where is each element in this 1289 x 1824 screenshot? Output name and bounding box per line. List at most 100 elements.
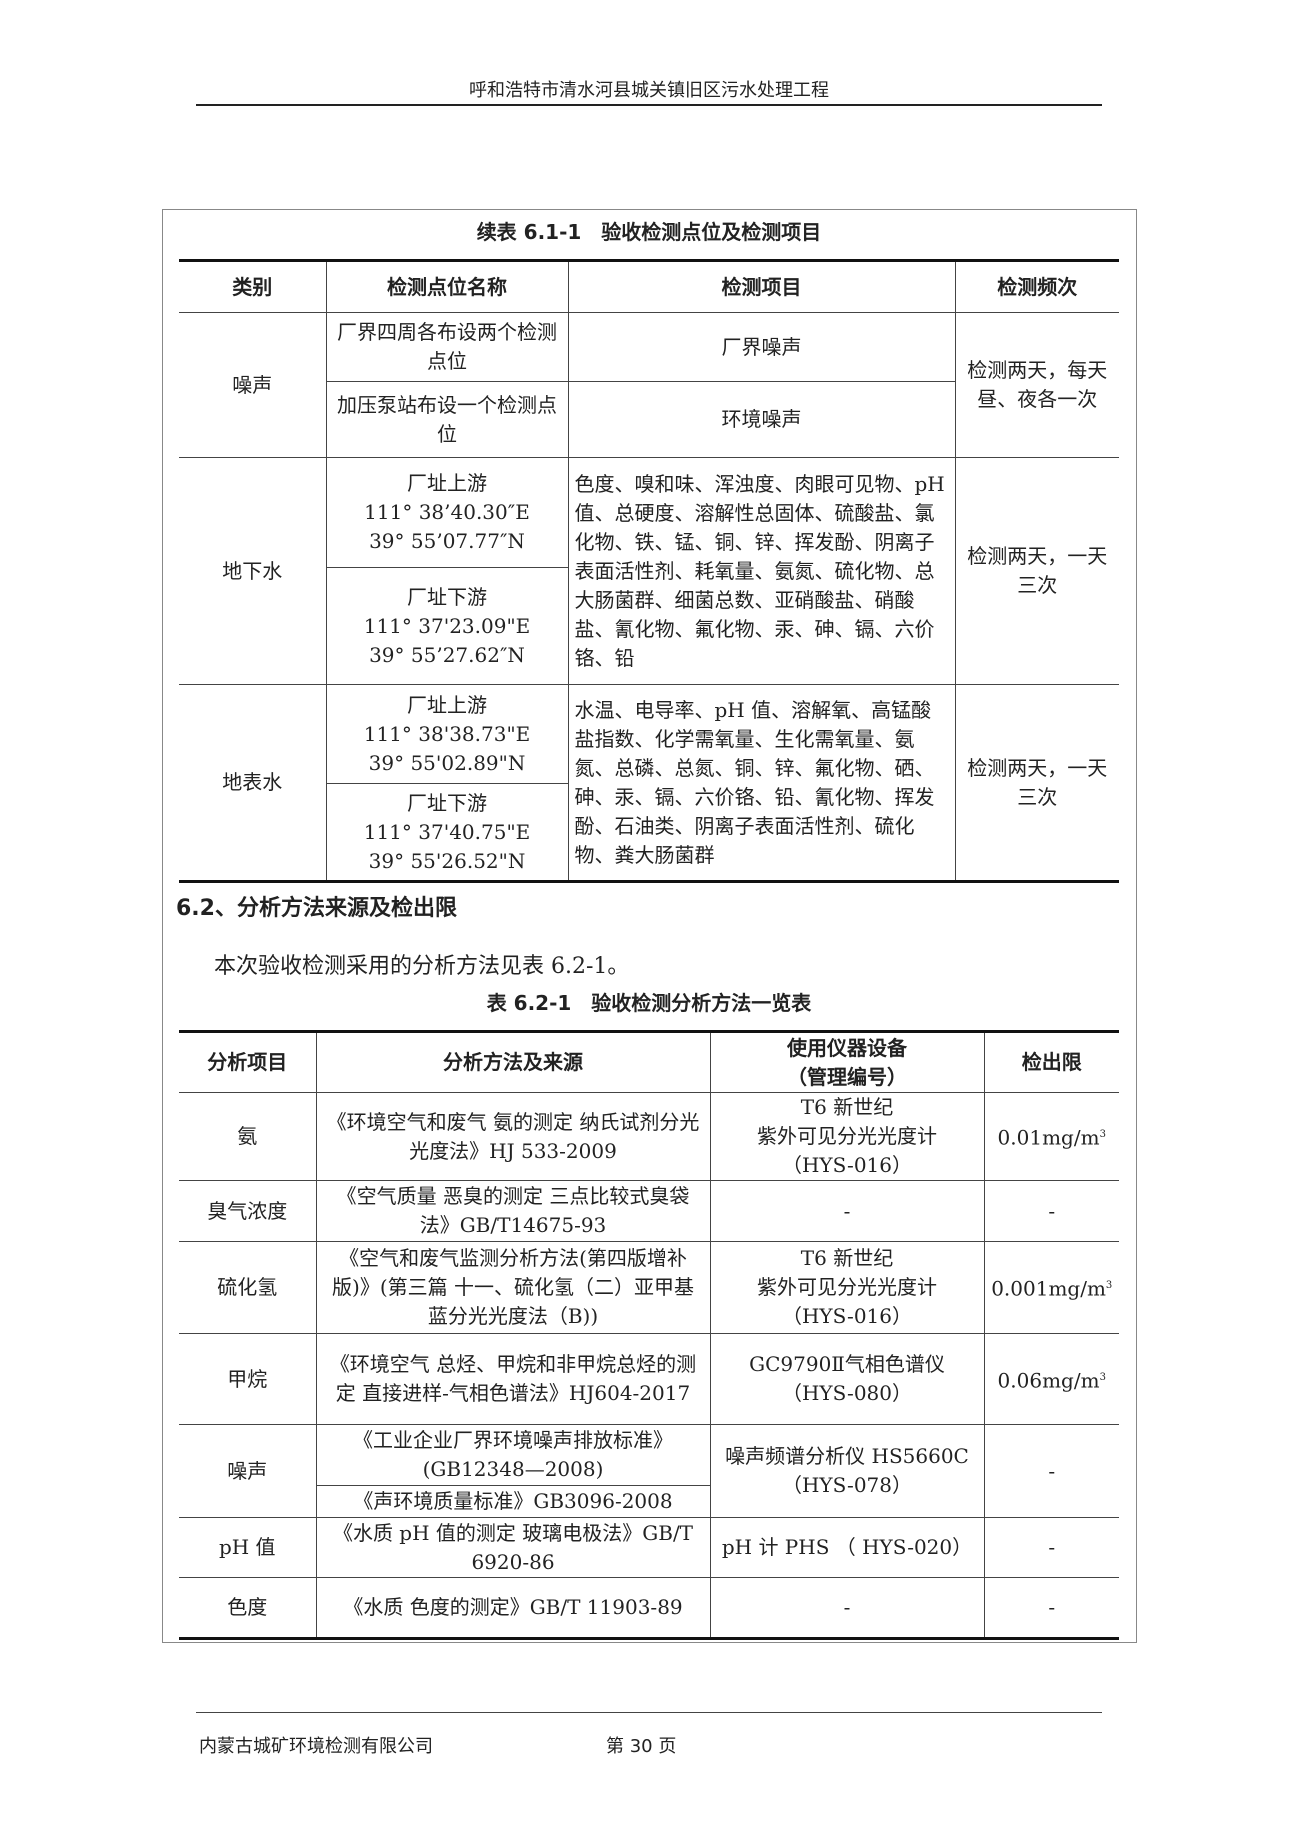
method-cell: 《水质 色度的测定》GB/T 11903-89	[315, 1577, 711, 1639]
table-row: 厂址下游 111° 37'40.75"E 39° 55'26.52"N	[179, 783, 1119, 882]
category-cell: 地下水	[179, 457, 327, 685]
table-row: pH 值 《水质 pH 值的测定 玻璃电极法》GB/T 6920-86 pH 计…	[179, 1517, 1119, 1578]
table-row: 硫化氢 《空气和废气监测分析方法(第四版增补版)》(第三篇 十一、硫化氢（二）亚…	[179, 1241, 1119, 1334]
point-cell: 厂址下游 111° 37'23.09"E 39° 55’27.62″N	[326, 567, 568, 685]
table-row: 《声环境质量标准》GB3096-2008	[179, 1485, 1119, 1518]
limit-unit-sup: 3	[1099, 1129, 1106, 1141]
page-number: 第 30 页	[606, 1736, 677, 1757]
limit-cell: 0.001mg/m3	[983, 1241, 1119, 1334]
method-cell: 《环境空气和废气 氨的测定 纳氏试剂分光光度法》HJ 533-2009	[315, 1092, 711, 1181]
table-row: 氨 《环境空气和废气 氨的测定 纳氏试剂分光光度法》HJ 533-2009 T6…	[179, 1092, 1119, 1181]
instrument-cell: T6 新世纪紫外可见分光光度计 （HYS-016）	[709, 1092, 985, 1181]
point-lat: 39° 55'02.89"N	[368, 750, 526, 775]
point-cell: 厂址上游 111° 38'38.73"E 39° 55'02.89"N	[325, 684, 569, 784]
limit-cell: 0.06mg/m3	[983, 1333, 1119, 1425]
instrument-line: （HYS-078）	[781, 1473, 912, 1497]
instrument-line: 紫外可见分光光度计	[757, 1275, 937, 1299]
point-name: 厂址下游	[407, 790, 487, 815]
col-header: 检出限	[983, 1031, 1119, 1093]
point-lat: 39° 55’07.77″N	[369, 529, 525, 553]
instrument-line: 紫外可见分光光度计	[757, 1124, 937, 1148]
col-header-line: 使用仪器设备	[787, 1035, 907, 1060]
item-cell: 甲烷	[179, 1333, 317, 1425]
item-cell: 厂界噪声	[567, 312, 956, 382]
item-cell: 噪声	[179, 1424, 317, 1518]
method-cell: 《空气质量 恶臭的测定 三点比较式臭袋法》GB/T14675-93	[315, 1180, 711, 1242]
table-row: 甲烷 《环境空气 总烃、甲烷和非甲烷总烃的测定 直接进样-气相色谱法》HJ604…	[179, 1333, 1119, 1425]
point-cell: 厂址上游 111° 38’40.30″E 39° 55’07.77″N	[325, 457, 569, 568]
table-row: 噪声 厂界四周各布设两个检测点位 厂界噪声 检测两天，每天昼、夜各一次	[179, 312, 1119, 458]
col-header: 分析项目	[179, 1031, 317, 1093]
limit-unit-sup: 3	[1105, 1280, 1113, 1292]
method-cell: 《环境空气 总烃、甲烷和非甲烷总烃的测定 直接进样-气相色谱法》HJ604-20…	[315, 1333, 711, 1425]
point-lon: 111° 37'40.75"E	[363, 819, 531, 844]
page-header: 呼和浩特市清水河县城关镇旧区污水处理工程	[469, 80, 829, 101]
item-cell: 环境噪声	[567, 381, 955, 458]
instrument-line: （HYS-016）	[781, 1153, 912, 1177]
content-frame	[162, 209, 1137, 1643]
instrument-line: （HYS-080）	[781, 1381, 912, 1405]
instrument-line: GC9790Ⅱ气相色谱仪	[749, 1352, 945, 1376]
item-cell: 水温、电导率、pH 值、溶解氧、高锰酸盐指数、化学需氧量、生化需氧量、氨氮、总磷…	[567, 684, 956, 882]
col-header: 检测点位名称	[325, 260, 569, 313]
limit-unit-sup: 3	[1099, 1371, 1106, 1383]
table-header-row: 分析项目 分析方法及来源 使用仪器设备 （管理编号） 检出限	[179, 1031, 1119, 1093]
category-cell: 噪声	[179, 312, 327, 458]
item-cell: 硫化氢	[179, 1241, 317, 1334]
point-cell: 厂址下游 111° 37'40.75"E 39° 55'26.52"N	[326, 783, 568, 882]
point-lon: 111° 37'23.09"E	[363, 613, 531, 638]
table1-caption: 续表 6.1-1 验收检测点位及检测项目	[476, 220, 822, 244]
table-row: 地下水 厂址上游 111° 38’40.30″E 39° 55’07.77″N 色度…	[179, 457, 1119, 685]
instrument-cell: -	[709, 1577, 985, 1639]
table-row: 地表水 厂址上游 111° 38'38.73"E 39° 55'02.89"N 水温…	[179, 684, 1119, 882]
method-cell: 《声环境质量标准》GB3096-2008	[316, 1485, 710, 1518]
point-cell: 加压泵站布设一个检测点位	[326, 381, 569, 458]
section-heading: 6.2、分析方法来源及检出限	[176, 896, 457, 921]
footer-company: 内蒙古城矿环境检测有限公司	[199, 1736, 433, 1757]
monitoring-points-table: 类别 检测点位名称 检测项目 检测频次 噪声 厂界四周各布设两个检测点位 厂界噪…	[179, 259, 1119, 883]
point-lon: 111° 38'38.73"E	[363, 721, 531, 746]
table-row: 色度 《水质 色度的测定》GB/T 11903-89 - -	[179, 1577, 1119, 1639]
frequency-cell: 检测两天，一天三次	[954, 457, 1119, 685]
limit-cell: 0.01mg/m3	[983, 1092, 1119, 1181]
frequency-cell: 检测两天，一天三次	[954, 684, 1119, 882]
col-header: 检测频次	[954, 260, 1119, 313]
item-cell: pH 值	[179, 1517, 317, 1578]
point-name: 厂址下游	[407, 584, 487, 609]
analysis-methods-table: 分析项目 分析方法及来源 使用仪器设备 （管理编号） 检出限 氨 《环境空气和废气…	[179, 1030, 1119, 1640]
item-cell: 氨	[179, 1092, 317, 1181]
instrument-line: T6 新世纪	[800, 1095, 894, 1119]
col-header: 检测项目	[567, 260, 956, 313]
col-header: 使用仪器设备 （管理编号）	[709, 1031, 985, 1093]
limit-cell: -	[983, 1517, 1119, 1578]
header-divider	[196, 104, 1102, 106]
limit-value: 0.001mg/m	[991, 1276, 1106, 1301]
instrument-cell: T6 新世纪紫外可见分光光度计 （HYS-016）	[709, 1241, 985, 1334]
table-row: 臭气浓度 《空气质量 恶臭的测定 三点比较式臭袋法》GB/T14675-93 -…	[179, 1180, 1119, 1242]
method-cell: 《工业企业厂界环境噪声排放标准》(GB12348—2008)	[315, 1424, 711, 1486]
point-lat: 39° 55’27.62″N	[369, 642, 525, 667]
instrument-line: （HYS-016）	[781, 1304, 912, 1328]
item-cell: 色度	[179, 1577, 317, 1639]
category-cell: 地表水	[179, 684, 327, 882]
limit-cell: -	[983, 1424, 1119, 1518]
col-header: 分析方法及来源	[315, 1031, 711, 1093]
method-cell: 《水质 pH 值的测定 玻璃电极法》GB/T 6920-86	[315, 1517, 711, 1578]
section-body: 本次验收检测采用的分析方法见表 6.2-1。	[214, 954, 630, 979]
point-name: 厂址上游	[407, 692, 487, 717]
limit-value: 0.01mg/m	[997, 1125, 1100, 1150]
point-name: 厂址上游	[407, 471, 487, 495]
method-cell: 《空气和废气监测分析方法(第四版增补版)》(第三篇 十一、硫化氢（二）亚甲基蓝分…	[315, 1241, 711, 1334]
point-cell: 厂界四周各布设两个检测点位	[325, 312, 569, 382]
table2-caption: 表 6.2-1 验收检测分析方法一览表	[486, 991, 812, 1015]
instrument-line: T6 新世纪	[800, 1246, 894, 1270]
instrument-cell: -	[709, 1180, 985, 1242]
instrument-cell: GC9790Ⅱ气相色谱仪 （HYS-080）	[709, 1333, 985, 1425]
instrument-cell: pH 计 PHS （ HYS-020）	[709, 1517, 985, 1578]
item-cell: 色度、嗅和味、浑浊度、肉眼可见物、pH 值、总硬度、溶解性总固体、硫酸盐、氯化物…	[567, 457, 956, 685]
table-row: 噪声 《工业企业厂界环境噪声排放标准》(GB12348—2008) 噪声频谱分析…	[179, 1424, 1119, 1518]
col-header: 类别	[179, 260, 327, 313]
limit-value: 0.06mg/m	[997, 1368, 1100, 1393]
limit-cell: -	[983, 1577, 1119, 1639]
footer-divider	[196, 1712, 1102, 1713]
